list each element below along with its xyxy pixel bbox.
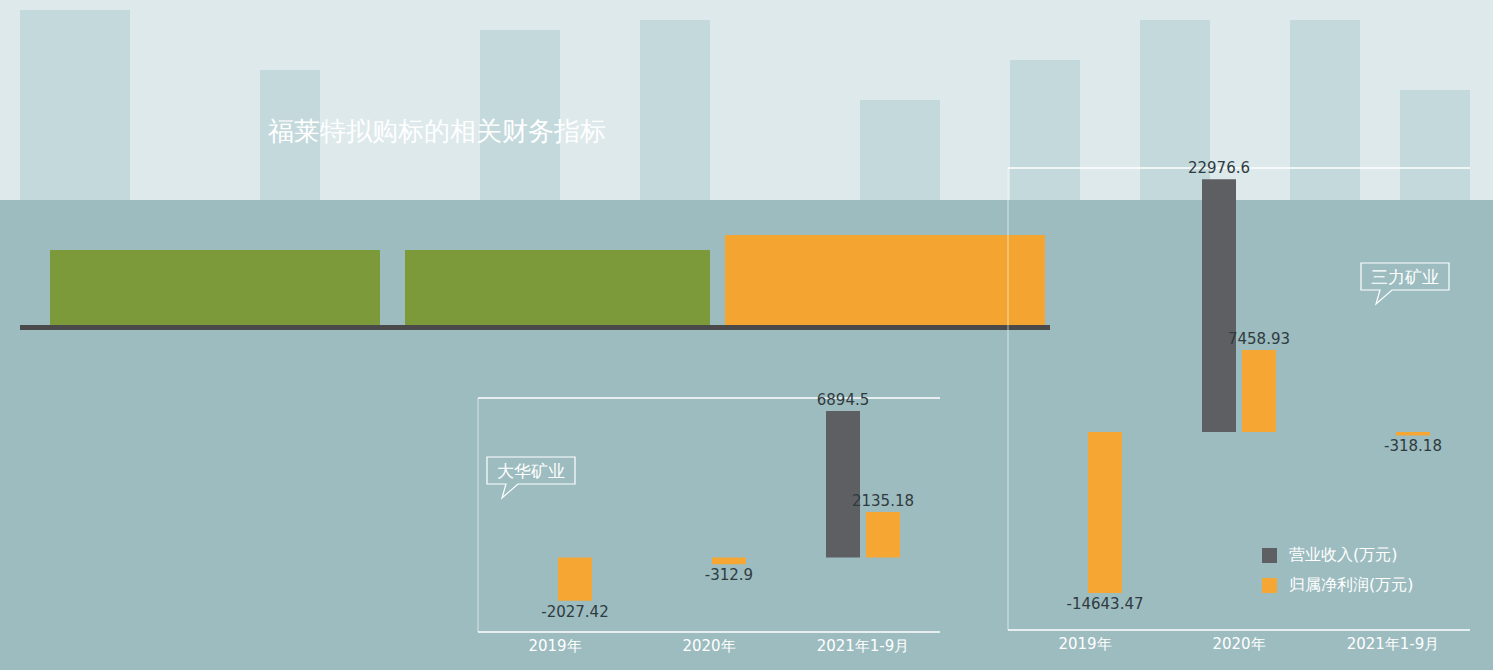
svg-text:2019年: 2019年 <box>528 637 581 655</box>
svg-text:6894.5: 6894.5 <box>817 391 870 409</box>
svg-text:2020年: 2020年 <box>682 637 735 655</box>
svg-text:-318.18: -318.18 <box>1384 437 1442 455</box>
svg-text:2020年: 2020年 <box>1212 635 1265 653</box>
html-text:营业收入(万元): 营业收入(万元) <box>1289 544 1398 564</box>
svg-text:2021年1-9月: 2021年1-9月 <box>1347 635 1440 653</box>
html-text:归属净利润(万元): 归属净利润(万元) <box>1289 574 1414 594</box>
svg-text:-14643.47: -14643.47 <box>1067 595 1144 613</box>
svg-text:7458.93: 7458.93 <box>1228 330 1290 348</box>
svg-text:2019年: 2019年 <box>1058 635 1111 653</box>
html-text:大华矿业: 大华矿业 <box>497 461 565 481</box>
svg-text:-312.9: -312.9 <box>705 566 753 584</box>
svg-text:-2027.42: -2027.42 <box>541 603 608 621</box>
html-text:三力矿业: 三力矿业 <box>1371 267 1439 287</box>
html-text:福莱特拟购标的相关财务指标: 福莱特拟购标的相关财务指标 <box>268 116 606 146</box>
svg-text:22976.6: 22976.6 <box>1188 159 1250 177</box>
svg-text:2135.18: 2135.18 <box>852 492 914 510</box>
svg-text:2021年1-9月: 2021年1-9月 <box>817 637 910 655</box>
